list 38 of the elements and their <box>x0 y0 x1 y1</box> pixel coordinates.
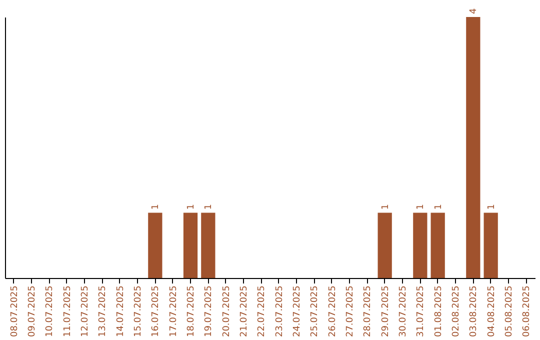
x-tick-label: 23.07.2025 <box>274 286 285 338</box>
x-tick-label: 26.07.2025 <box>328 286 338 338</box>
data-label: 1 <box>486 204 497 210</box>
x-tick-label: 06.08.2025 <box>522 286 532 338</box>
data-label: 1 <box>204 204 214 210</box>
x-tick-label: 18.07.2025 <box>186 286 196 338</box>
x-tick-label: 03.08.2025 <box>469 286 480 338</box>
data-label: 1 <box>434 204 444 210</box>
data-label: 1 <box>151 204 162 210</box>
x-tick-label: 21.07.2025 <box>240 286 250 338</box>
x-tick-label: 15.07.2025 <box>134 286 144 338</box>
x-tick-label: 31.07.2025 <box>416 286 426 338</box>
x-tick-label: 30.07.2025 <box>398 286 408 338</box>
data-label: 1 <box>416 204 426 210</box>
x-tick-label: 11.07.2025 <box>62 286 73 338</box>
x-tick-label: 09.07.2025 <box>28 286 38 338</box>
x-tick-label: 28.07.2025 <box>363 286 374 338</box>
x-tick-label: 25.07.2025 <box>310 286 320 338</box>
x-tick-label: 05.08.2025 <box>504 286 514 338</box>
x-tick-label: 04.08.2025 <box>486 286 497 338</box>
x-tick-label: 29.07.2025 <box>380 286 391 338</box>
x-tick-label: 14.07.2025 <box>116 286 126 338</box>
data-label: 1 <box>186 204 196 210</box>
x-tick-label: 01.08.2025 <box>434 286 444 338</box>
data-label: 4 <box>469 8 480 14</box>
x-tick-label: 17.07.2025 <box>168 286 179 338</box>
x-tick-label: 10.07.2025 <box>45 286 56 338</box>
x-tick-label: 16.07.2025 <box>151 286 162 338</box>
x-tick-label: 24.07.2025 <box>292 286 302 338</box>
x-tick-label: 12.07.2025 <box>80 286 90 338</box>
x-tick-label: 22.07.2025 <box>257 286 268 338</box>
x-tick-label: 20.07.2025 <box>222 286 232 338</box>
x-tick-label: 08.07.2025 <box>10 286 20 338</box>
x-tick-label: 27.07.2025 <box>346 286 356 338</box>
x-tick-label: 02.08.2025 <box>452 286 462 338</box>
data-label: 1 <box>380 204 391 210</box>
x-tick-label: 13.07.2025 <box>98 286 108 338</box>
x-tick-label: 19.07.2025 <box>204 286 214 338</box>
